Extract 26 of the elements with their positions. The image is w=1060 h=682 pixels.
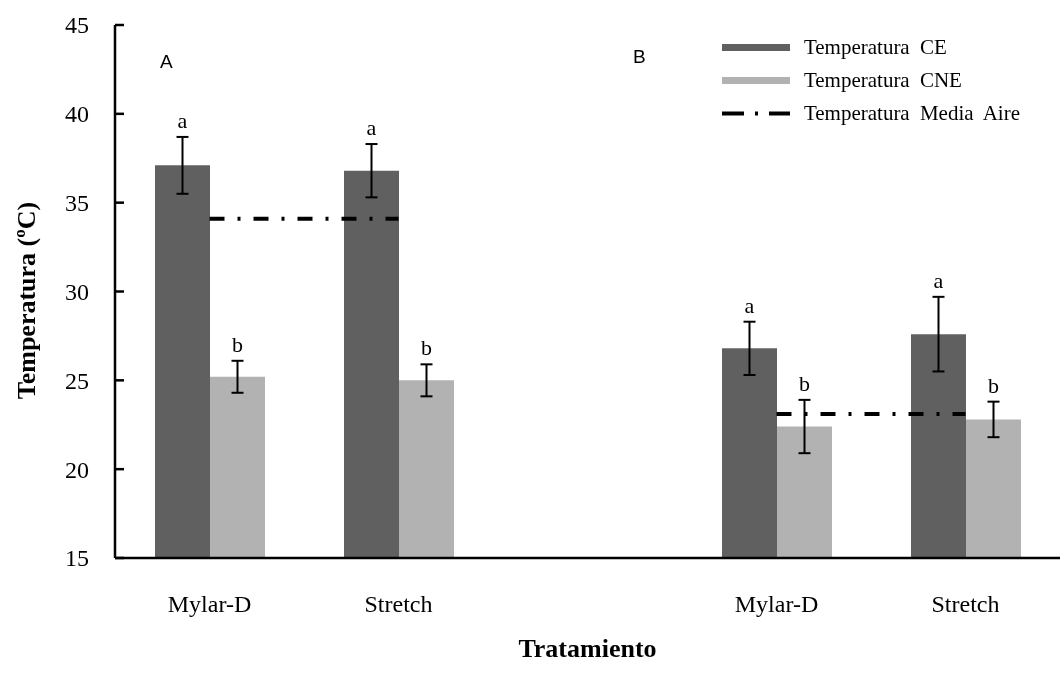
annotation: B	[633, 46, 646, 67]
y-tick-label: 15	[65, 545, 89, 572]
data-label: a	[744, 292, 755, 318]
legend-label: Temperatura Media Aire	[803, 101, 1020, 126]
data-label: a	[366, 115, 377, 141]
data-label: b	[799, 370, 810, 396]
data-label: b	[988, 372, 999, 398]
y-tick-label: 25	[65, 367, 89, 394]
y-tick-label: 45	[65, 12, 89, 39]
x-axis-title: Tratamiento	[518, 634, 657, 663]
x-tick-label: Stretch	[364, 591, 433, 617]
y-tick-label: 35	[65, 190, 89, 217]
x-tick-label: Mylar-D	[167, 591, 252, 617]
y-tick-label: 20	[65, 456, 89, 483]
annotation: A	[160, 51, 173, 72]
data-label: b	[232, 331, 243, 357]
legend-label: Temperatura CNE	[803, 68, 962, 93]
x-tick-label: Mylar-D	[734, 591, 819, 617]
y-tick-label: 40	[65, 101, 89, 128]
y-tick-label: 30	[65, 278, 89, 305]
y-axis-title: Temperatura (ºC)	[11, 201, 41, 400]
data-label: a	[177, 107, 188, 133]
x-tick-label: Stretch	[931, 591, 1000, 617]
data-label: a	[933, 267, 944, 293]
legend-label: Temperatura CE	[803, 35, 947, 60]
data-label: b	[421, 335, 432, 361]
